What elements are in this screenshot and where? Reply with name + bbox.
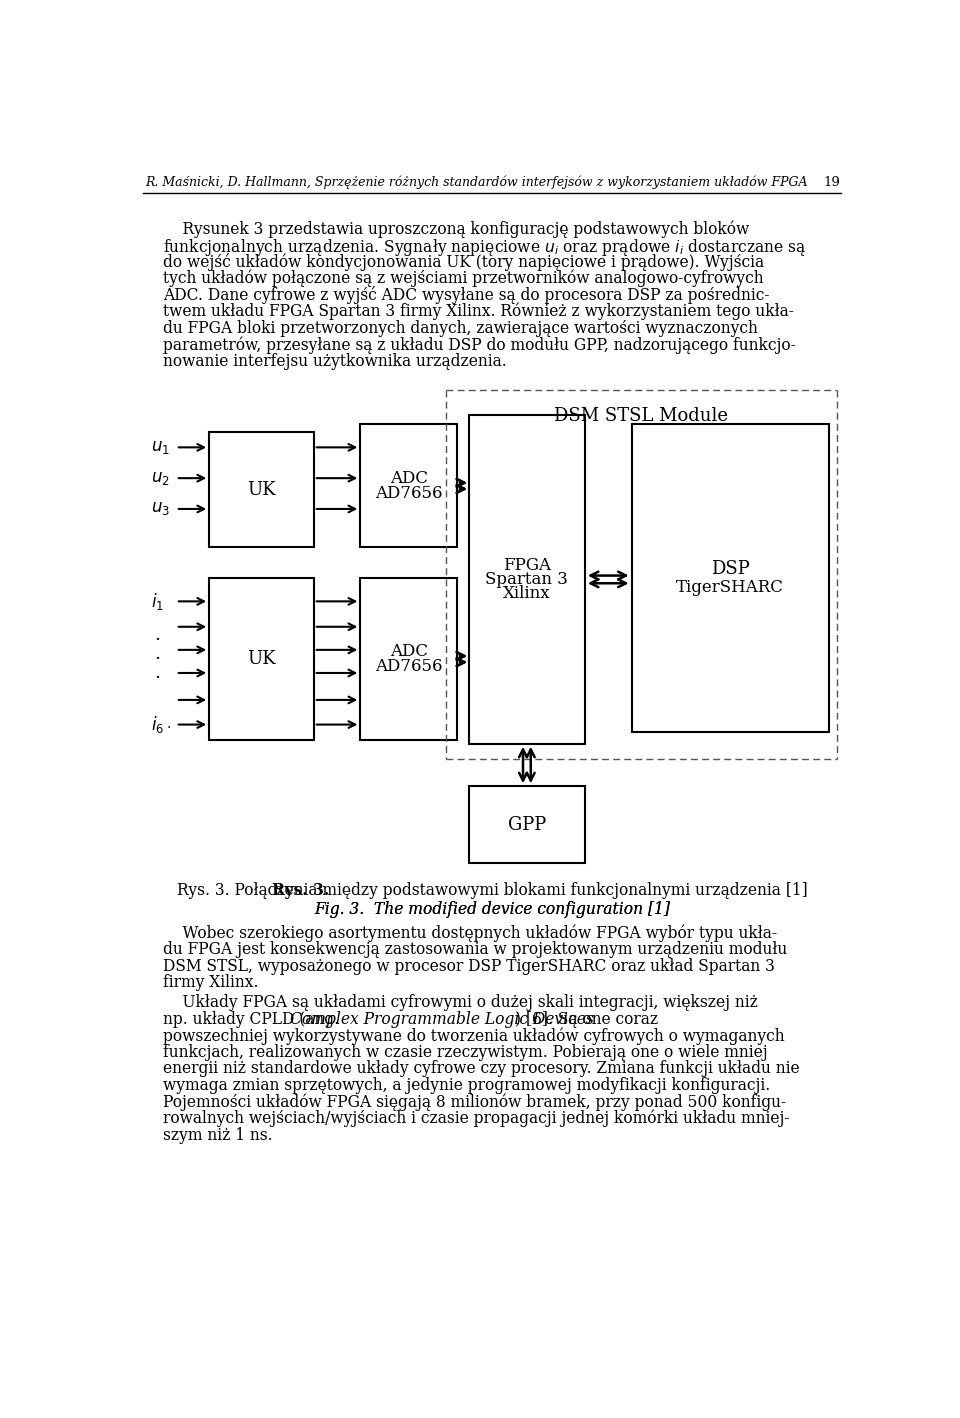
Text: du FPGA jest konsekwencją zastosowania w projektowanym urządzeniu modułu: du FPGA jest konsekwencją zastosowania w… — [162, 942, 787, 959]
Text: ·: · — [166, 720, 171, 735]
Text: FPGA: FPGA — [503, 557, 551, 574]
Text: 19: 19 — [824, 176, 841, 189]
Bar — [209, 432, 314, 547]
Text: Xilinx: Xilinx — [503, 584, 551, 601]
Text: ·: · — [155, 631, 160, 649]
Text: du FPGA bloki przetworzonych danych, zawierające wartości wyznaczonych: du FPGA bloki przetworzonych danych, zaw… — [162, 319, 757, 336]
Text: ADC. Dane cyfrowe z wyjść ADC wysyłane są do procesora DSP za pośrednic-: ADC. Dane cyfrowe z wyjść ADC wysyłane s… — [162, 286, 769, 305]
Text: Complex Programmable Logic Devices: Complex Programmable Logic Devices — [291, 1011, 594, 1028]
Text: DSM STSL, wyposażonego w procesor DSP TigerSHARC oraz układ Spartan 3: DSM STSL, wyposażonego w procesor DSP Ti… — [162, 959, 775, 974]
Text: AD7656: AD7656 — [375, 658, 443, 675]
Text: szym niż 1 ns.: szym niż 1 ns. — [162, 1126, 273, 1143]
Text: np. układy CPLD (ang.: np. układy CPLD (ang. — [162, 1011, 344, 1028]
Text: rowalnych wejściach/wyjściach i czasie propagacji jednej komórki układu mniej-: rowalnych wejściach/wyjściach i czasie p… — [162, 1110, 789, 1127]
Text: $i_6$: $i_6$ — [151, 715, 164, 735]
Text: $u_3$: $u_3$ — [151, 501, 170, 518]
Text: UK: UK — [247, 649, 276, 668]
Text: UK: UK — [247, 481, 276, 499]
Text: ADC: ADC — [390, 469, 428, 486]
Text: TigerSHARC: TigerSHARC — [677, 579, 784, 596]
Text: Fig. 3.  The modified device configuration [1]: Fig. 3. The modified device configuratio… — [314, 900, 670, 917]
Text: funkcjonalnych urządzenia. Sygnały napięciowe $u_i$ oraz prądowe $i_i$ dostarcza: funkcjonalnych urządzenia. Sygnały napię… — [162, 237, 806, 258]
Text: DSM STSL Module: DSM STSL Module — [554, 407, 729, 424]
Text: Rys. 3. Połączenia między podstawowymi blokami funkcjonalnymi urządzenia [1]: Rys. 3. Połączenia między podstawowymi b… — [177, 882, 807, 899]
Text: do wejść układów kondycjonowania UK (tory napięciowe i prądowe). Wyjścia: do wejść układów kondycjonowania UK (tor… — [162, 254, 764, 271]
Text: Rys. 3.: Rys. 3. — [272, 882, 329, 899]
Text: firmy Xilinx.: firmy Xilinx. — [162, 974, 258, 991]
Bar — [468, 415, 585, 744]
Text: Rys. 3.: Rys. 3. — [272, 882, 329, 899]
Bar — [360, 424, 457, 547]
Text: Spartan 3: Spartan 3 — [486, 571, 568, 588]
Text: Wobec szerokiego asortymentu dostępnych układów FPGA wybór typu ukła-: Wobec szerokiego asortymentu dostępnych … — [162, 925, 777, 942]
Text: energii niż standardowe układy cyfrowe czy procesory. Zmiana funkcji układu nie: energii niż standardowe układy cyfrowe c… — [162, 1061, 800, 1078]
Text: wymaga zmian sprzętowych, a jedynie programowej modyfikacji konfiguracji.: wymaga zmian sprzętowych, a jedynie prog… — [162, 1076, 770, 1093]
Text: GPP: GPP — [508, 815, 546, 834]
Text: R. Maśnicki, D. Hallmann, Sprzężenie różnych standardów interfejsów z wykorzysta: R. Maśnicki, D. Hallmann, Sprzężenie róż… — [145, 176, 807, 189]
Bar — [468, 786, 585, 864]
Text: parametrów, przesyłane są z układu DSP do modułu GPP, nadzorującego funkcjo-: parametrów, przesyłane są z układu DSP d… — [162, 336, 796, 353]
Text: ADC: ADC — [390, 642, 428, 659]
Text: Układy FPGA są układami cyfrowymi o dużej skali integracji, większej niż: Układy FPGA są układami cyfrowymi o duże… — [162, 994, 757, 1011]
Text: ·: · — [155, 649, 160, 668]
Bar — [360, 579, 457, 740]
Text: ) [6]. Są one coraz: ) [6]. Są one coraz — [516, 1011, 659, 1028]
Text: twem układu FPGA Spartan 3 firmy Xilinx. Również z wykorzystaniem tego ukła-: twem układu FPGA Spartan 3 firmy Xilinx.… — [162, 303, 794, 320]
Text: ·: · — [155, 669, 160, 688]
Text: Fig. 3.  The modified device configuration [1]: Fig. 3. The modified device configuratio… — [314, 900, 670, 917]
Text: tych układów połączone są z wejściami przetworników analogowo-cyfrowych: tych układów połączone są z wejściami pr… — [162, 269, 763, 288]
Bar — [209, 579, 314, 740]
Bar — [632, 424, 829, 732]
Text: $i_1$: $i_1$ — [151, 591, 164, 611]
Text: $u_2$: $u_2$ — [151, 469, 170, 486]
Text: DSP: DSP — [711, 560, 750, 579]
Text: AD7656: AD7656 — [375, 485, 443, 502]
Text: Pojemności układów FPGA sięgają 8 milionów bramek, przy ponad 500 konfigu-: Pojemności układów FPGA sięgają 8 milion… — [162, 1093, 785, 1110]
Text: funkcjach, realizowanych w czasie rzeczywistym. Pobierają one o wiele mniej: funkcjach, realizowanych w czasie rzeczy… — [162, 1044, 767, 1061]
Text: nowanie interfejsu użytkownika urządzenia.: nowanie interfejsu użytkownika urządzeni… — [162, 353, 506, 370]
Text: $u_1$: $u_1$ — [151, 438, 170, 455]
Text: powszechniej wykorzystywane do tworzenia układów cyfrowych o wymaganych: powszechniej wykorzystywane do tworzenia… — [162, 1027, 784, 1045]
Text: Rysunek 3 przedstawia uproszczoną konfigurację podstawowych bloków: Rysunek 3 przedstawia uproszczoną konfig… — [162, 220, 749, 238]
